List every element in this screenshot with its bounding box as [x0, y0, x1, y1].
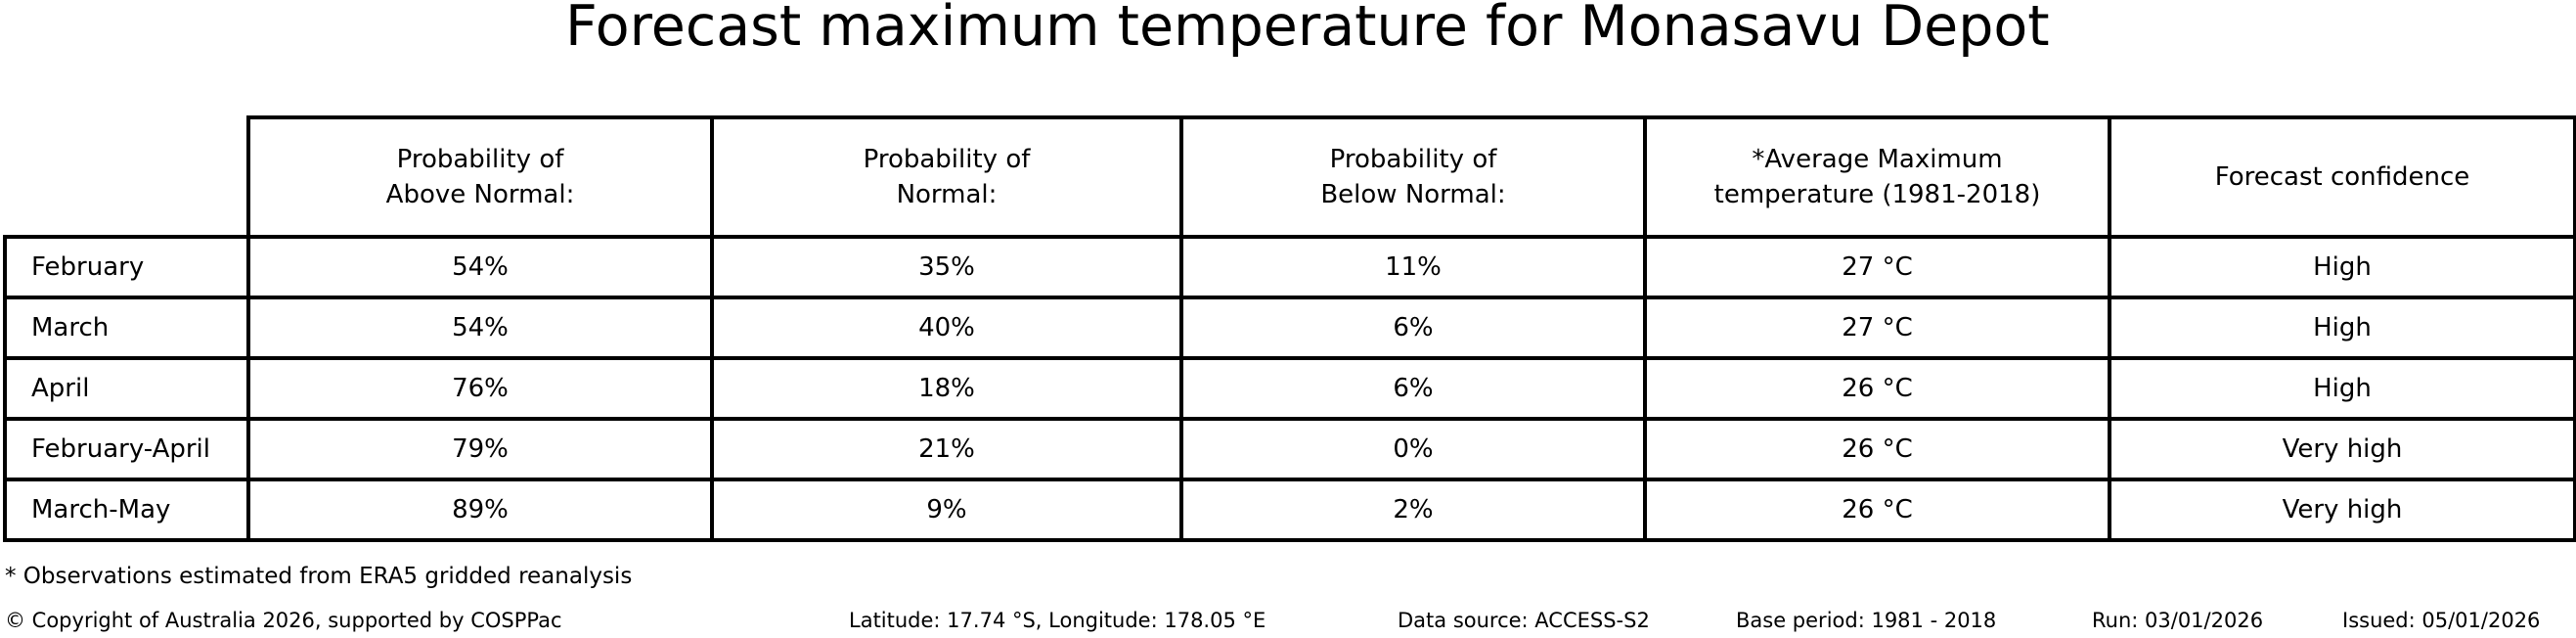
- header-row: Probability of Above Normal: Probability…: [5, 115, 2576, 239]
- row-label: March: [3, 296, 250, 360]
- issued-date-text: Issued: 05/01/2026: [2342, 609, 2541, 632]
- cell-below-normal: 6%: [1179, 356, 1647, 421]
- cell-below-normal: 0%: [1179, 417, 1647, 481]
- cell-normal: 18%: [710, 356, 1183, 421]
- cell-above-normal: 89%: [246, 478, 714, 542]
- table-row: February-April 79% 21% 0% 26 °C Very hig…: [3, 417, 2576, 481]
- corner-blank-cell: [5, 117, 248, 237]
- cell-above-normal: 79%: [246, 417, 714, 481]
- data-source-text: Data source: ACCESS-S2: [1398, 609, 1650, 632]
- cell-forecast-confidence: High: [2108, 235, 2576, 299]
- row-label: February: [3, 235, 250, 299]
- cell-above-normal: 54%: [246, 296, 714, 360]
- table-row: March-May 89% 9% 2% 26 °C Very high: [3, 478, 2576, 542]
- copyright-text: © Copyright of Australia 2026, supported…: [5, 609, 562, 632]
- observations-footnote: * Observations estimated from ERA5 gridd…: [5, 564, 633, 589]
- cell-above-normal: 76%: [246, 356, 714, 421]
- cell-normal: 40%: [710, 296, 1183, 360]
- cell-below-normal: 2%: [1179, 478, 1647, 542]
- cell-avg-max-temp: 26 °C: [1643, 356, 2111, 421]
- row-label: April: [3, 356, 250, 421]
- col-header-above-normal: Probability of Above Normal:: [246, 115, 714, 239]
- cell-below-normal: 6%: [1179, 296, 1647, 360]
- cell-avg-max-temp: 26 °C: [1643, 478, 2111, 542]
- table-row: April 76% 18% 6% 26 °C High: [3, 356, 2576, 421]
- cell-forecast-confidence: High: [2108, 356, 2576, 421]
- cell-avg-max-temp: 27 °C: [1643, 296, 2111, 360]
- row-label: February-April: [3, 417, 250, 481]
- page-title: Forecast maximum temperature for Monasav…: [565, 0, 2050, 59]
- col-header-normal: Probability of Normal:: [710, 115, 1183, 239]
- cell-normal: 9%: [710, 478, 1183, 542]
- run-date-text: Run: 03/01/2026: [2092, 609, 2264, 632]
- cell-forecast-confidence: Very high: [2108, 417, 2576, 481]
- base-period-text: Base period: 1981 - 2018: [1736, 609, 1997, 632]
- cell-forecast-confidence: High: [2108, 296, 2576, 360]
- col-header-below-normal: Probability of Below Normal:: [1179, 115, 1647, 239]
- table-row: February 54% 35% 11% 27 °C High: [3, 235, 2576, 299]
- cell-normal: 21%: [710, 417, 1183, 481]
- forecast-table: Probability of Above Normal: Probability…: [3, 115, 2576, 542]
- cell-avg-max-temp: 27 °C: [1643, 235, 2111, 299]
- cell-forecast-confidence: Very high: [2108, 478, 2576, 542]
- lat-long-text: Latitude: 17.74 °S, Longitude: 178.05 °E: [849, 609, 1266, 632]
- cell-normal: 35%: [710, 235, 1183, 299]
- cell-avg-max-temp: 26 °C: [1643, 417, 2111, 481]
- table-row: March 54% 40% 6% 27 °C High: [3, 296, 2576, 360]
- row-label: March-May: [3, 478, 250, 542]
- col-header-forecast-confidence: Forecast confidence: [2108, 115, 2576, 239]
- cell-below-normal: 11%: [1179, 235, 1647, 299]
- col-header-avg-max-temp: *Average Maximum temperature (1981-2018): [1643, 115, 2111, 239]
- cell-above-normal: 54%: [246, 235, 714, 299]
